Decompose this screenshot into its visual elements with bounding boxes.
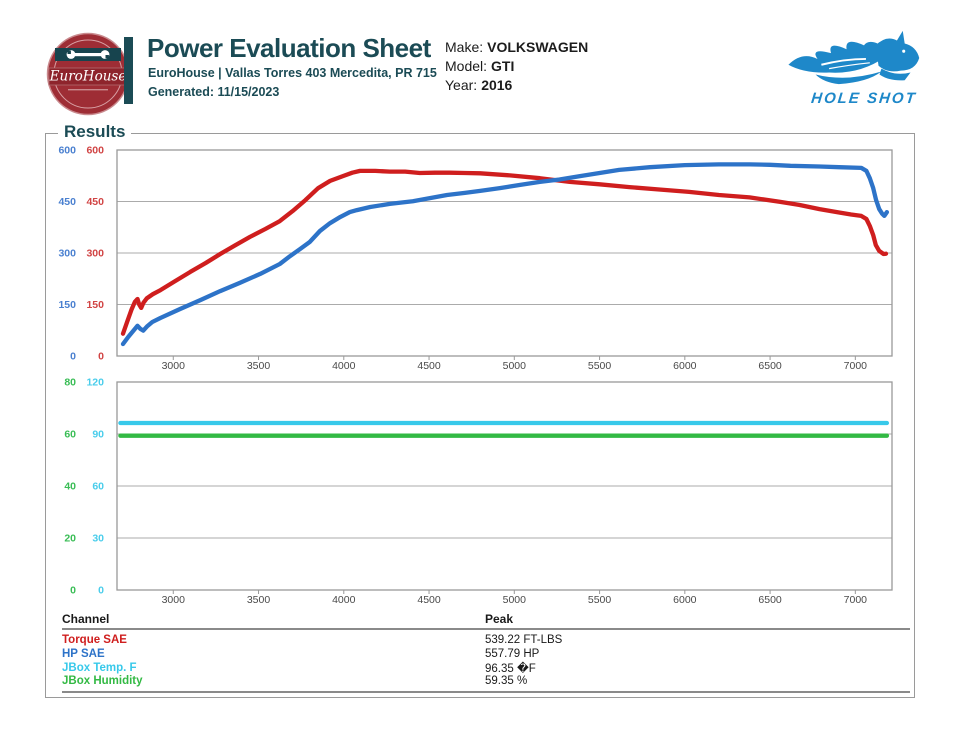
x-tick-label: 5500 bbox=[588, 360, 612, 372]
peak-column-header: Peak bbox=[485, 611, 514, 626]
make-value: VOLKSWAGEN bbox=[487, 39, 589, 55]
peaks-table-header: Channel Peak bbox=[62, 610, 910, 627]
x-tick-label: 6000 bbox=[673, 360, 697, 372]
channel-name: JBox Humidity bbox=[62, 675, 143, 688]
table-row: JBox Humidity 59.35 % bbox=[62, 674, 910, 688]
results-section-title: Results bbox=[58, 122, 132, 142]
x-tick-label: 5500 bbox=[588, 594, 612, 606]
brand-name: HOLE SHOT bbox=[810, 90, 918, 107]
peak-value: 539.22 FT-LBS bbox=[485, 633, 563, 646]
table-bottom-rule bbox=[62, 691, 910, 694]
x-tick-label: 3500 bbox=[247, 360, 271, 372]
peak-value: 557.79 HP bbox=[485, 647, 540, 660]
x-tick-label: 7000 bbox=[844, 594, 868, 606]
y-tick-label: 0 bbox=[98, 351, 104, 363]
generated-date: Generated: 11/15/2023 bbox=[148, 85, 280, 99]
eurohouse-logo-graphic: EuroHouse bbox=[46, 32, 130, 116]
y-tick-label: 150 bbox=[86, 299, 104, 311]
vehicle-info: Make: VOLKSWAGEN Model: GTI Year: 2016 bbox=[445, 38, 588, 95]
plot-border bbox=[116, 381, 893, 591]
y-tick-label: 40 bbox=[64, 481, 76, 493]
peak-value: 96.35 �F bbox=[485, 662, 536, 675]
y-tick-label: 600 bbox=[86, 145, 104, 157]
x-tick-label: 3000 bbox=[162, 594, 186, 606]
y-tick-label: 300 bbox=[58, 248, 76, 260]
y-tick-label: 30 bbox=[92, 533, 104, 545]
y-tick-label: 300 bbox=[86, 248, 104, 260]
y-tick-label: 450 bbox=[58, 196, 76, 208]
x-tick-label: 5000 bbox=[503, 360, 527, 372]
y-tick-label: 0 bbox=[70, 585, 76, 597]
y-tick-label: 0 bbox=[98, 585, 104, 597]
page-title: Power Evaluation Sheet bbox=[147, 33, 431, 63]
y-tick-label: 600 bbox=[58, 145, 76, 157]
plot-border bbox=[116, 149, 893, 357]
environment-chart: 3000 3500 4000 4500 5000 5500 6000 6500 7000 0 20 4… bbox=[64, 378, 893, 606]
y-tick-label: 60 bbox=[64, 429, 76, 441]
model-value: GTI bbox=[491, 58, 515, 74]
title-accent-bar bbox=[124, 37, 133, 104]
year-label: Year: bbox=[445, 77, 478, 93]
eurohouse-logo: EuroHouse bbox=[46, 32, 130, 116]
y-tick-label: 450 bbox=[86, 196, 104, 208]
vehicle-make-row: Make: VOLKSWAGEN bbox=[445, 38, 588, 57]
x-tick-label: 6500 bbox=[758, 594, 782, 606]
x-tick-label: 3500 bbox=[247, 594, 271, 606]
y-tick-label: 90 bbox=[92, 429, 104, 441]
x-tick-label: 7000 bbox=[844, 360, 868, 372]
y-tick-label: 20 bbox=[64, 533, 76, 545]
x-tick-label: 6500 bbox=[758, 360, 782, 372]
y-tick-label: 60 bbox=[92, 481, 104, 493]
y-tick-label: 0 bbox=[70, 351, 76, 363]
series-torque-sae bbox=[120, 168, 889, 336]
x-tick-label: 3000 bbox=[162, 360, 186, 372]
x-tick-label: 4000 bbox=[332, 594, 356, 606]
x-tick-label: 4000 bbox=[332, 360, 356, 372]
channel-name: HP SAE bbox=[62, 647, 105, 660]
power-chart: 3000 3500 4000 4500 5000 5500 6000 6500 70000150… bbox=[58, 145, 893, 372]
x-tick-label: 4500 bbox=[417, 360, 441, 372]
shop-address: EuroHouse | Vallas Torres 403 Mercedita,… bbox=[148, 66, 437, 80]
y-tick-label: 150 bbox=[58, 299, 76, 311]
year-value: 2016 bbox=[481, 77, 513, 93]
table-row: JBox Temp. F 96.35 �F bbox=[62, 661, 910, 675]
series-hp-sae bbox=[120, 162, 890, 347]
peaks-table-body: Torque SAE 539.22 FT-LBS HP SAE 557.79 HP JB… bbox=[62, 633, 910, 688]
table-header-rule bbox=[62, 628, 910, 630]
logo-script-text: EuroHouse bbox=[49, 69, 127, 85]
model-label: Model: bbox=[445, 58, 488, 74]
x-tick-label: 4500 bbox=[417, 594, 441, 606]
x-tick-label: 6000 bbox=[673, 594, 697, 606]
horse-icon bbox=[788, 30, 920, 85]
holeshot-logo: HOLE SHOT bbox=[786, 26, 942, 116]
table-row: Torque SAE 539.22 FT-LBS bbox=[62, 633, 910, 647]
y-tick-label: 80 bbox=[64, 378, 76, 389]
channel-name: Torque SAE bbox=[62, 633, 127, 646]
x-tick-label: 5000 bbox=[503, 594, 527, 606]
peaks-table: Channel Peak Torque SAE 539.22 FT-LBS HP S… bbox=[62, 610, 910, 694]
table-row: HP SAE 557.79 HP bbox=[62, 647, 910, 661]
vehicle-model-row: Model: GTI bbox=[445, 57, 588, 76]
channel-name: JBox Temp. F bbox=[62, 661, 137, 674]
make-label: Make: bbox=[445, 39, 484, 55]
y-tick-label: 120 bbox=[86, 378, 104, 389]
peak-value: 59.35 % bbox=[485, 675, 528, 688]
vehicle-year-row: Year: 2016 bbox=[445, 76, 588, 95]
channel-column-header: Channel bbox=[62, 611, 110, 626]
results-panel: Results bbox=[45, 122, 915, 698]
